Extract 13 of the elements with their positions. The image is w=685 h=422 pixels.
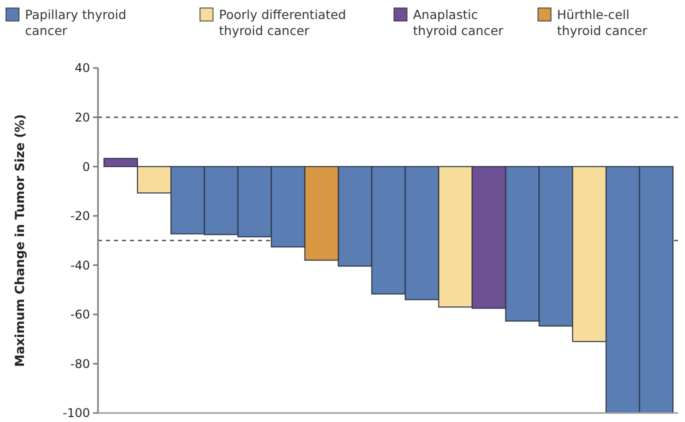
- legend-label: Papillary thyroid cancer: [25, 7, 126, 38]
- y-tick-label: -80: [70, 356, 90, 371]
- legend-label: Hürthle-cell thyroid cancer: [557, 7, 648, 38]
- legend-label: Anaplastic thyroid cancer: [413, 7, 504, 38]
- y-tick-label: -100: [62, 406, 90, 420]
- y-axis-title: Maximum Change in Tumor Size (%): [12, 114, 27, 367]
- y-tick-label: 20: [74, 110, 90, 124]
- y-tick-label: 0: [82, 160, 90, 174]
- legend-label: Poorly differentiated thyroid cancer: [219, 7, 346, 38]
- y-tick-label: -40: [70, 258, 90, 272]
- y-tick-label: -20: [70, 209, 90, 224]
- y-tick-label: 40: [74, 61, 90, 76]
- y-tick-label: -60: [70, 308, 90, 322]
